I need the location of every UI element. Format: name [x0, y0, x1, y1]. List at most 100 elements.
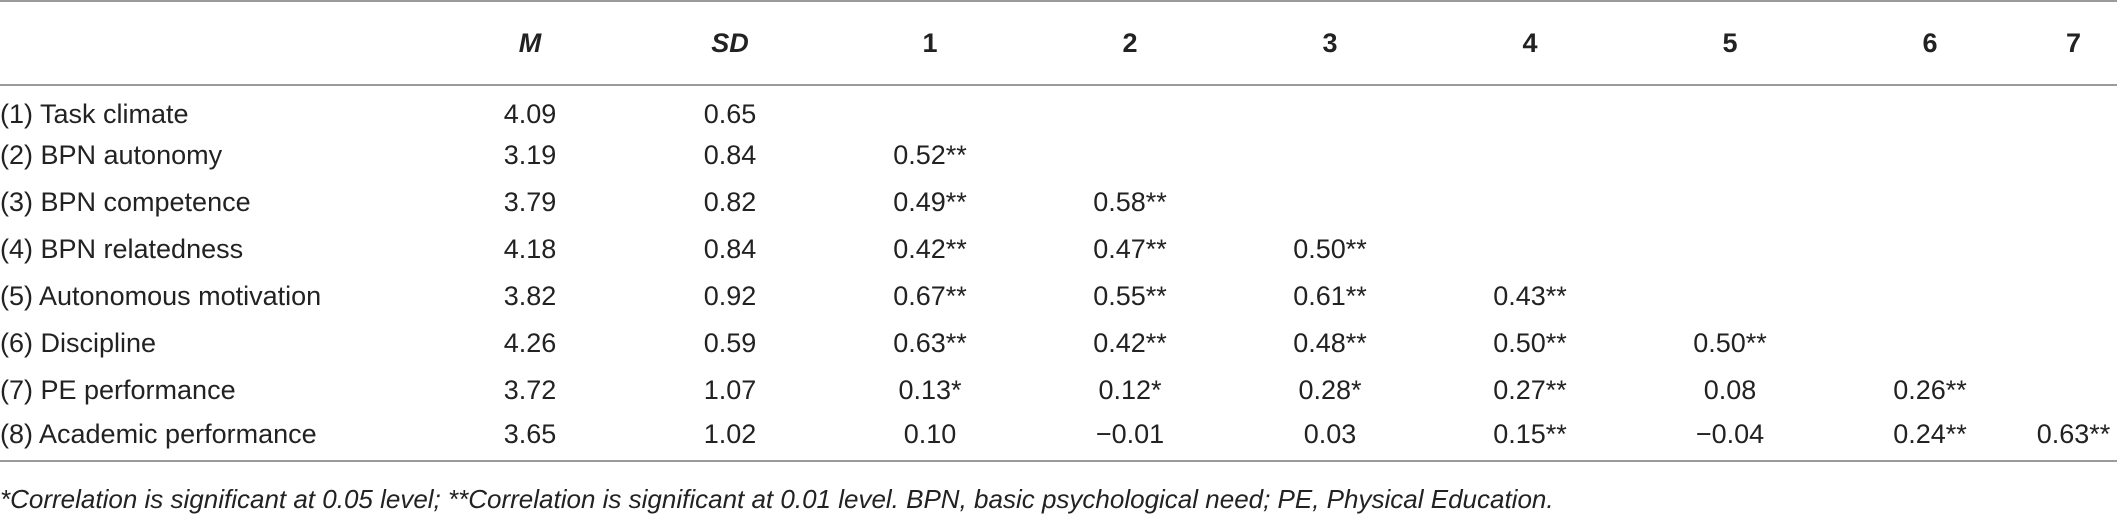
cell-1: 0.52** [893, 140, 967, 170]
cell-5: −0.04 [1630, 414, 1830, 462]
cell-3 [1230, 85, 1430, 132]
cell-3: 0.61** [1293, 281, 1367, 311]
cell-2: 0.47** [1093, 234, 1167, 264]
cell-sd: 1.02 [630, 414, 830, 462]
cell-7 [2030, 320, 2117, 367]
table-row: (7) PE performance 3.72 1.07 0.13* 0.12*… [0, 367, 2117, 414]
header-mean: M [430, 0, 630, 86]
cell-sd: 0.82 [703, 187, 757, 217]
cell-1: 0.67** [893, 281, 967, 311]
correlation-table-container: M SD 1 2 3 4 5 6 7 (1) Task climate 4.09… [0, 0, 2117, 462]
cell-mean: 3.82 [503, 281, 557, 311]
cell-4 [1430, 132, 1630, 179]
cell-sd: 0.65 [703, 98, 757, 129]
cell-5 [1630, 273, 1830, 320]
cell-6 [1830, 85, 2030, 132]
cell-2: 0.58** [1093, 187, 1167, 217]
cell-mean: 4.18 [503, 234, 557, 264]
cell-7 [2030, 85, 2117, 132]
cell-2: 0.12* [1098, 375, 1162, 405]
cell-4 [1430, 226, 1630, 273]
cell-6 [1830, 320, 2030, 367]
header-col-2: 2 [1030, 0, 1230, 86]
header-col-5: 5 [1630, 0, 1830, 86]
cell-7: 0.63** [2030, 414, 2117, 462]
cell-7 [2030, 226, 2117, 273]
cell-1: 0.63** [893, 328, 967, 358]
header-col-1: 1 [830, 0, 1030, 86]
cell-3: 0.48** [1293, 328, 1367, 358]
cell-6 [1830, 132, 2030, 179]
cell-4 [1430, 179, 1630, 226]
cell-4: 0.43** [1493, 281, 1567, 311]
table-row: (2) BPN autonomy 3.19 0.84 0.52** [0, 132, 2117, 179]
cell-2 [1030, 132, 1230, 179]
cell-6 [1830, 273, 2030, 320]
cell-2: 0.42** [1093, 328, 1167, 358]
cell-3: 0.50** [1293, 234, 1367, 264]
cell-6: 0.24** [1830, 414, 2030, 462]
row-label: (8) Academic performance [0, 414, 430, 462]
row-label: (4) BPN relatedness [0, 234, 244, 264]
cell-7 [2030, 179, 2117, 226]
row-label: (6) Discipline [0, 328, 157, 358]
cell-6 [1830, 226, 2030, 273]
table-row: (3) BPN competence 3.79 0.82 0.49** 0.58… [0, 179, 2117, 226]
cell-1: 0.49** [893, 187, 967, 217]
cell-sd: 0.84 [703, 234, 757, 264]
cell-7 [2030, 273, 2117, 320]
cell-sd: 0.92 [703, 281, 757, 311]
cell-mean: 4.09 [503, 98, 557, 129]
cell-3 [1230, 132, 1430, 179]
cell-6 [1830, 179, 2030, 226]
cell-5 [1630, 226, 1830, 273]
cell-4: 0.50** [1493, 328, 1567, 358]
cell-6: 0.26** [1893, 375, 1967, 405]
cell-2 [1030, 85, 1230, 132]
cell-mean: 3.19 [503, 140, 557, 170]
header-col-7: 7 [2030, 0, 2117, 86]
cell-mean: 3.79 [503, 187, 557, 217]
cell-1: 0.13* [898, 375, 962, 405]
cell-2: 0.55** [1093, 281, 1167, 311]
header-col-4: 4 [1430, 0, 1630, 86]
cell-mean: 4.26 [503, 328, 557, 358]
row-label: (2) BPN autonomy [0, 140, 223, 170]
cell-7 [2030, 367, 2117, 414]
cell-mean: 3.65 [430, 414, 630, 462]
header-col-6: 6 [1830, 0, 2030, 86]
table-footnote: *Correlation is significant at 0.05 leve… [0, 484, 1554, 514]
cell-sd: 0.59 [703, 328, 757, 358]
cell-3 [1230, 179, 1430, 226]
cell-2: −0.01 [1030, 414, 1230, 462]
cell-5 [1630, 85, 1830, 132]
table-row: (8) Academic performance 3.65 1.02 0.10 … [0, 414, 2117, 462]
cell-5: 0.08 [1703, 375, 1757, 405]
cell-7 [2030, 132, 2117, 179]
header-label [0, 0, 430, 86]
header-col-3: 3 [1230, 0, 1430, 86]
row-label: (3) BPN competence [0, 187, 251, 217]
cell-1 [830, 85, 1030, 132]
cell-5 [1630, 179, 1830, 226]
table-row: (4) BPN relatedness 4.18 0.84 0.42** 0.4… [0, 226, 2117, 273]
cell-5 [1630, 132, 1830, 179]
header-sd: SD [630, 0, 830, 86]
cell-5: 0.50** [1693, 328, 1767, 358]
cell-sd: 1.07 [703, 375, 757, 405]
cell-3: 0.03 [1230, 414, 1430, 462]
cell-4: 0.27** [1493, 375, 1567, 405]
row-label: (7) PE performance [0, 375, 236, 405]
cell-4 [1430, 85, 1630, 132]
cell-4: 0.15** [1430, 414, 1630, 462]
cell-1: 0.42** [893, 234, 967, 264]
row-label: (1) Task climate [0, 98, 189, 129]
table-row: (1) Task climate 4.09 0.65 [0, 85, 2117, 132]
cell-3: 0.28* [1298, 375, 1362, 405]
correlation-table: M SD 1 2 3 4 5 6 7 (1) Task climate 4.09… [0, 0, 2117, 462]
cell-sd: 0.84 [703, 140, 757, 170]
cell-1: 0.10 [830, 414, 1030, 462]
table-header-row: M SD 1 2 3 4 5 6 7 [0, 0, 2117, 86]
row-label: (5) Autonomous motivation [0, 281, 322, 311]
cell-mean: 3.72 [503, 375, 557, 405]
